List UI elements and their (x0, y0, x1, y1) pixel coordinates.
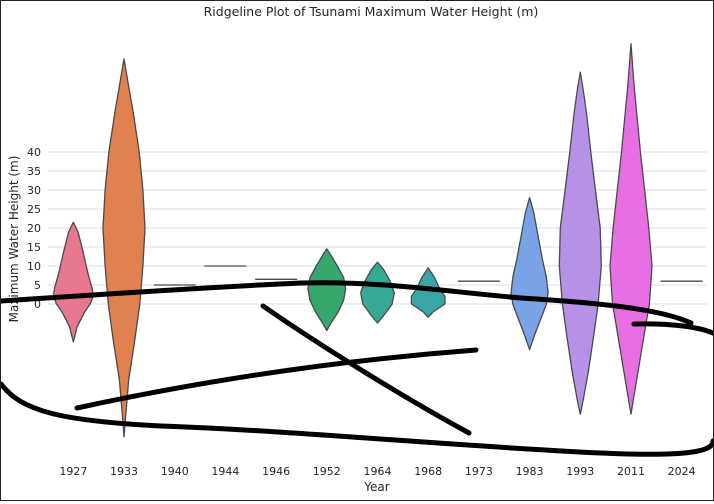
y-axis-label: Maximum Water Height (m) (7, 156, 21, 323)
x-ticks: 1927 1933 1940 1944 1946 1952 1964 1968 1973 1983… (59, 465, 695, 478)
y-ticks: 0 5 10 15 20 25 30 35 40 (27, 146, 41, 311)
violin-1933 (102, 58, 146, 438)
x-axis-label: Year (363, 480, 389, 494)
x-tick-label: 2024 (668, 465, 696, 478)
x-tick-label: 1973 (465, 465, 493, 478)
x-tick-label: 2011 (617, 465, 645, 478)
x-tick-label: 1933 (110, 465, 138, 478)
scribble-stroke (74, 347, 479, 411)
x-tick-label: 1983 (516, 465, 544, 478)
y-tick-label: 25 (27, 203, 41, 216)
chart-title: Ridgeline Plot of Tsunami Maximum Water … (204, 4, 539, 19)
scribble-stroke (0, 381, 714, 457)
x-tick-label: 1944 (211, 465, 239, 478)
pen-scribble (0, 280, 714, 457)
x-tick-label: 1952 (313, 465, 341, 478)
x-tick-label: 1964 (364, 465, 392, 478)
y-tick-label: 30 (27, 184, 41, 197)
y-tick-label: 15 (27, 241, 41, 254)
scribble-stroke (0, 280, 694, 326)
violins (52, 43, 703, 438)
y-tick-label: 40 (27, 146, 41, 159)
violin-1964 (360, 261, 395, 324)
scribble-stroke (260, 303, 472, 436)
violin-1993 (558, 71, 602, 415)
y-tick-label: 5 (34, 279, 41, 292)
y-tick-label: 20 (27, 222, 41, 235)
x-tick-label: 1993 (566, 465, 594, 478)
y-tick-label: 35 (27, 165, 41, 178)
y-tick-label: 0 (34, 298, 41, 311)
scribble-stroke (631, 321, 714, 337)
x-tick-label: 1940 (161, 465, 189, 478)
violin-1983 (510, 196, 549, 351)
violin-1927 (52, 221, 94, 343)
violin-1952 (307, 248, 347, 332)
violin-1968 (410, 267, 446, 318)
x-tick-label: 1927 (59, 465, 87, 478)
y-tick-label: 10 (27, 260, 41, 273)
x-tick-label: 1968 (414, 465, 442, 478)
x-tick-label: 1946 (262, 465, 290, 478)
